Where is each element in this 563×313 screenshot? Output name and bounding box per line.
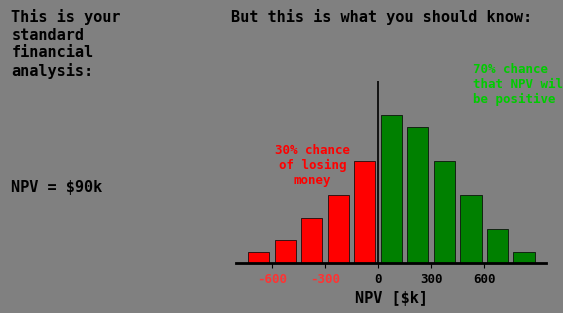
- Bar: [513, 252, 535, 263]
- Bar: [407, 127, 428, 263]
- Bar: [434, 161, 455, 263]
- Bar: [461, 195, 481, 263]
- Bar: [381, 115, 402, 263]
- Bar: [328, 195, 349, 263]
- Bar: [487, 229, 508, 263]
- Bar: [248, 252, 269, 263]
- Text: 70% chance
that NPV will
be positive: 70% chance that NPV will be positive: [473, 63, 563, 106]
- Text: 30% chance
of losing
money: 30% chance of losing money: [275, 144, 350, 187]
- Text: NPV = $90k: NPV = $90k: [11, 180, 102, 195]
- X-axis label: NPV [$k]: NPV [$k]: [355, 291, 428, 306]
- Text: This is your
standard
financial
analysis:: This is your standard financial analysis…: [11, 9, 120, 79]
- Bar: [301, 218, 322, 263]
- Text: But this is what you should know:: But this is what you should know:: [231, 9, 532, 25]
- Bar: [354, 161, 376, 263]
- Bar: [275, 240, 296, 263]
